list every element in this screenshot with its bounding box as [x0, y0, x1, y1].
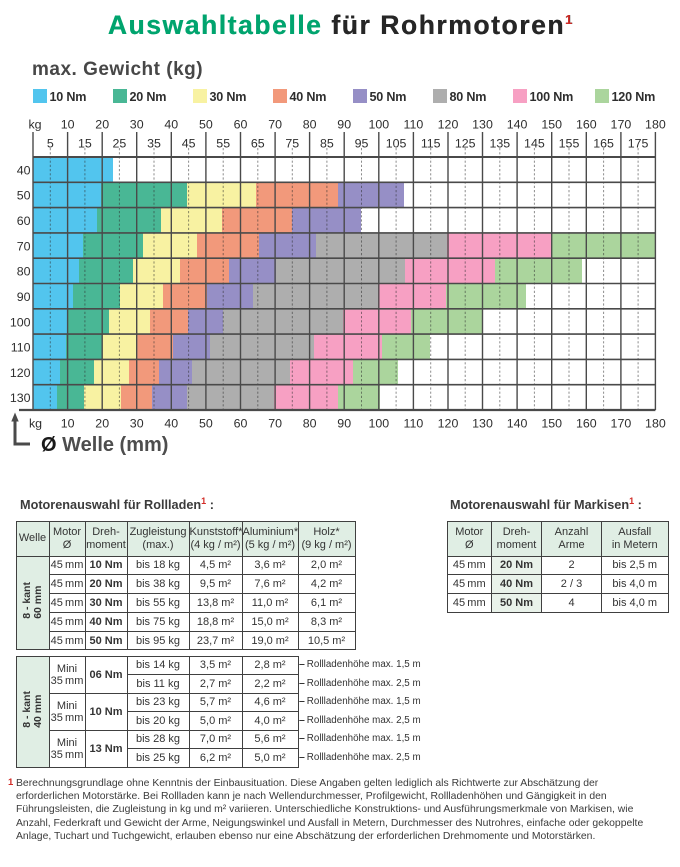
svg-text:Ø Welle (mm): Ø Welle (mm)	[41, 434, 168, 456]
svg-text:80: 80	[303, 118, 317, 132]
svg-text:120: 120	[10, 366, 31, 380]
svg-text:110: 110	[404, 417, 424, 431]
svg-text:40: 40	[164, 118, 178, 132]
svg-text:40: 40	[17, 164, 31, 178]
svg-text:70: 70	[268, 118, 282, 132]
svg-text:100: 100	[368, 118, 389, 132]
svg-text:50: 50	[17, 189, 31, 203]
svg-text:25: 25	[113, 137, 127, 151]
svg-text:80: 80	[17, 265, 31, 279]
svg-text:165: 165	[593, 137, 614, 151]
svg-text:155: 155	[559, 137, 580, 151]
svg-text:10: 10	[61, 417, 75, 431]
svg-text:90: 90	[337, 417, 351, 431]
svg-text:100: 100	[368, 417, 389, 431]
svg-text:30: 30	[130, 417, 144, 431]
svg-text:kg: kg	[28, 118, 41, 132]
svg-text:140: 140	[507, 118, 528, 132]
svg-text:20: 20	[95, 118, 109, 132]
svg-text:50: 50	[199, 118, 213, 132]
svg-text:60: 60	[17, 214, 31, 228]
svg-text:55: 55	[216, 137, 230, 151]
svg-text:145: 145	[524, 137, 545, 151]
svg-text:110: 110	[11, 341, 31, 355]
svg-text:70: 70	[17, 239, 31, 253]
svg-text:130: 130	[472, 417, 493, 431]
svg-text:110: 110	[404, 118, 424, 132]
svg-text:45: 45	[182, 137, 196, 151]
svg-text:140: 140	[507, 417, 528, 431]
svg-text:160: 160	[576, 417, 597, 431]
svg-text:75: 75	[285, 137, 299, 151]
svg-text:160: 160	[576, 118, 597, 132]
svg-text:150: 150	[541, 417, 562, 431]
svg-text:125: 125	[455, 137, 476, 151]
svg-text:80: 80	[303, 417, 317, 431]
svg-text:50: 50	[199, 417, 213, 431]
svg-text:35: 35	[147, 137, 161, 151]
svg-text:65: 65	[251, 137, 265, 151]
svg-text:15: 15	[78, 137, 92, 151]
svg-text:90: 90	[17, 290, 31, 304]
svg-text:100: 100	[10, 315, 31, 329]
svg-text:115: 115	[421, 137, 441, 151]
svg-text:90: 90	[337, 118, 351, 132]
svg-text:180: 180	[645, 417, 666, 431]
svg-text:5: 5	[47, 137, 54, 151]
svg-text:170: 170	[611, 417, 632, 431]
svg-text:kg: kg	[29, 417, 42, 431]
svg-text:170: 170	[611, 118, 632, 132]
svg-text:30: 30	[130, 118, 144, 132]
svg-text:60: 60	[234, 118, 248, 132]
svg-text:130: 130	[10, 391, 31, 405]
svg-text:20: 20	[95, 417, 109, 431]
svg-text:150: 150	[541, 118, 562, 132]
svg-text:120: 120	[438, 118, 459, 132]
svg-text:95: 95	[355, 137, 369, 151]
svg-text:175: 175	[628, 137, 649, 151]
svg-text:60: 60	[234, 417, 248, 431]
svg-text:130: 130	[472, 118, 493, 132]
svg-text:135: 135	[489, 137, 510, 151]
svg-text:70: 70	[268, 417, 282, 431]
svg-text:180: 180	[645, 118, 666, 132]
svg-text:85: 85	[320, 137, 334, 151]
svg-text:10: 10	[61, 118, 75, 132]
svg-text:105: 105	[386, 137, 407, 151]
svg-text:40: 40	[164, 417, 178, 431]
svg-text:120: 120	[438, 417, 459, 431]
